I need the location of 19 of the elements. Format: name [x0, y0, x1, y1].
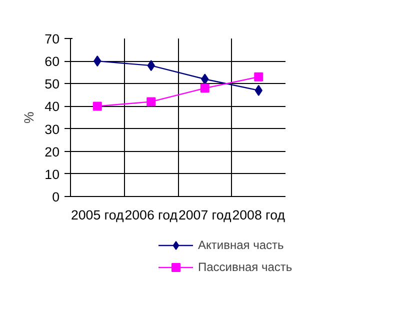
- y-tick-label: 10: [44, 166, 60, 182]
- legend-label: Пассивная часть: [198, 260, 292, 274]
- y-tick-label: 50: [44, 76, 60, 92]
- y-tick-label: 70: [44, 32, 60, 46]
- x-tick-label: 2005 год: [70, 208, 124, 222]
- y-tick-label: 40: [44, 99, 60, 114]
- point: [146, 97, 156, 106]
- x-tick-label: 2008 год: [232, 208, 286, 222]
- x-tick-label: 2006 год: [124, 208, 178, 222]
- y-tick-label: 20: [44, 144, 60, 160]
- legend-label: Активная часть: [198, 238, 284, 252]
- y-tick-label: 60: [44, 54, 60, 70]
- y-tick-label: 30: [44, 122, 60, 137]
- x-tick-label: 2007 год: [178, 208, 232, 222]
- y-axis-title: %: [22, 111, 37, 124]
- point: [92, 102, 102, 111]
- point: [200, 84, 210, 93]
- y-tick-label: 0: [52, 190, 60, 204]
- point: [254, 72, 264, 82]
